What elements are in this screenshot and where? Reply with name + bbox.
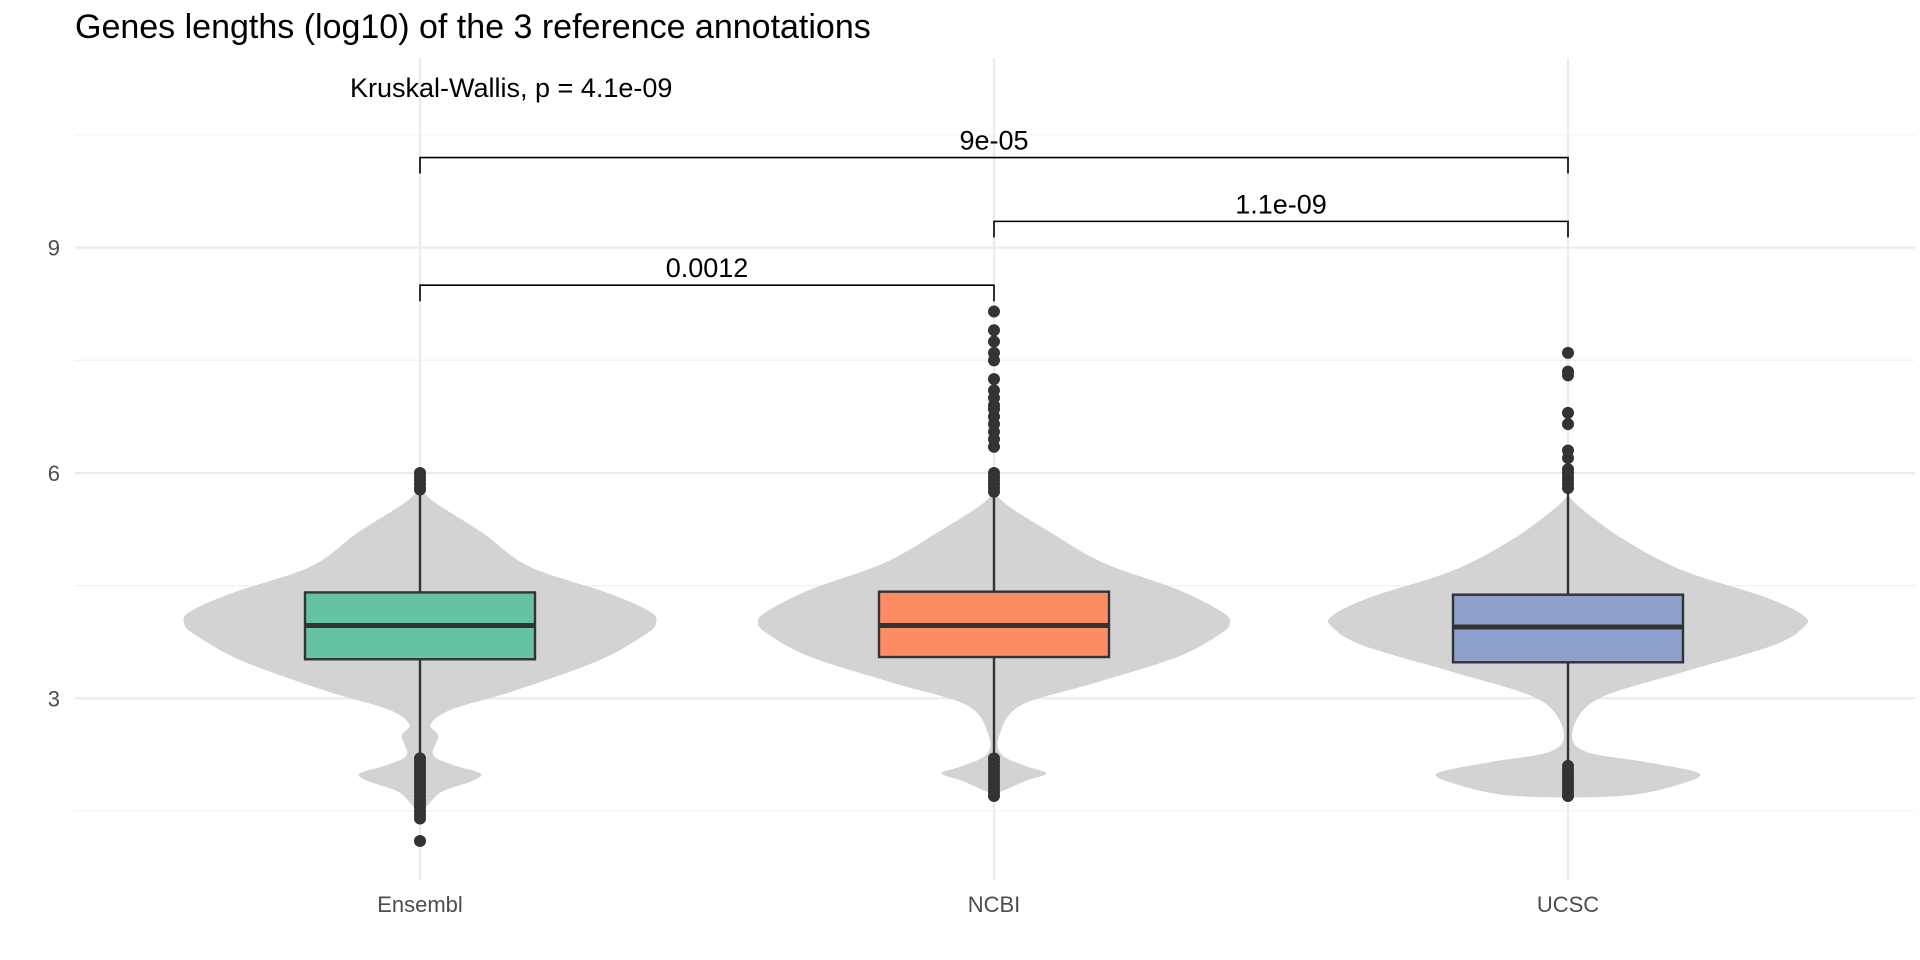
chart-title: Genes lengths (log10) of the 3 reference…: [75, 8, 871, 46]
boxplots: [303, 488, 1685, 766]
outlier-point: [1562, 451, 1574, 464]
x-tick-label: UCSC: [1537, 892, 1599, 917]
outlier-point: [414, 812, 426, 825]
comparison-pvalue-label: 9e-05: [959, 126, 1028, 156]
outlier-point: [1562, 346, 1574, 359]
y-axis-ticks: 3 6 9: [48, 236, 60, 712]
outlier-point: [988, 354, 1000, 367]
outlier-point: [988, 440, 1000, 453]
outliers: [414, 305, 1574, 848]
kruskal-wallis-label: Kruskal-Wallis, p = 4.1e-09: [350, 73, 672, 103]
outlier-point: [414, 835, 426, 848]
outlier-point: [1562, 482, 1574, 495]
comparison-pvalue-label: 1.1e-09: [1235, 189, 1327, 219]
outlier-point: [988, 373, 1000, 386]
outlier-point: [988, 305, 1000, 318]
comparison-brackets: 0.0012 1.1e-09 9e-05: [419, 126, 1569, 302]
outlier-point: [1562, 418, 1574, 431]
comparison-bracket: [993, 220, 1569, 238]
outlier-point: [988, 335, 1000, 348]
outlier-point: [1562, 406, 1574, 419]
outlier-point: [988, 324, 1000, 337]
comparison-bracket: [419, 284, 995, 302]
outlier-point: [1562, 789, 1574, 802]
comparison-pvalue-label: 0.0012: [666, 253, 749, 283]
outlier-point: [988, 485, 1000, 498]
comparison-bracket: [419, 156, 1569, 174]
outlier-point: [414, 483, 426, 496]
outlier-point: [1562, 369, 1574, 382]
y-tick-label: 6: [48, 461, 60, 486]
x-tick-label: Ensembl: [377, 892, 463, 917]
y-tick-label: 9: [48, 236, 60, 261]
x-tick-label: NCBI: [968, 892, 1021, 917]
x-axis-ticks: Ensembl NCBI UCSC: [377, 892, 1599, 917]
outlier-point: [988, 789, 1000, 802]
y-tick-label: 3: [48, 686, 60, 711]
